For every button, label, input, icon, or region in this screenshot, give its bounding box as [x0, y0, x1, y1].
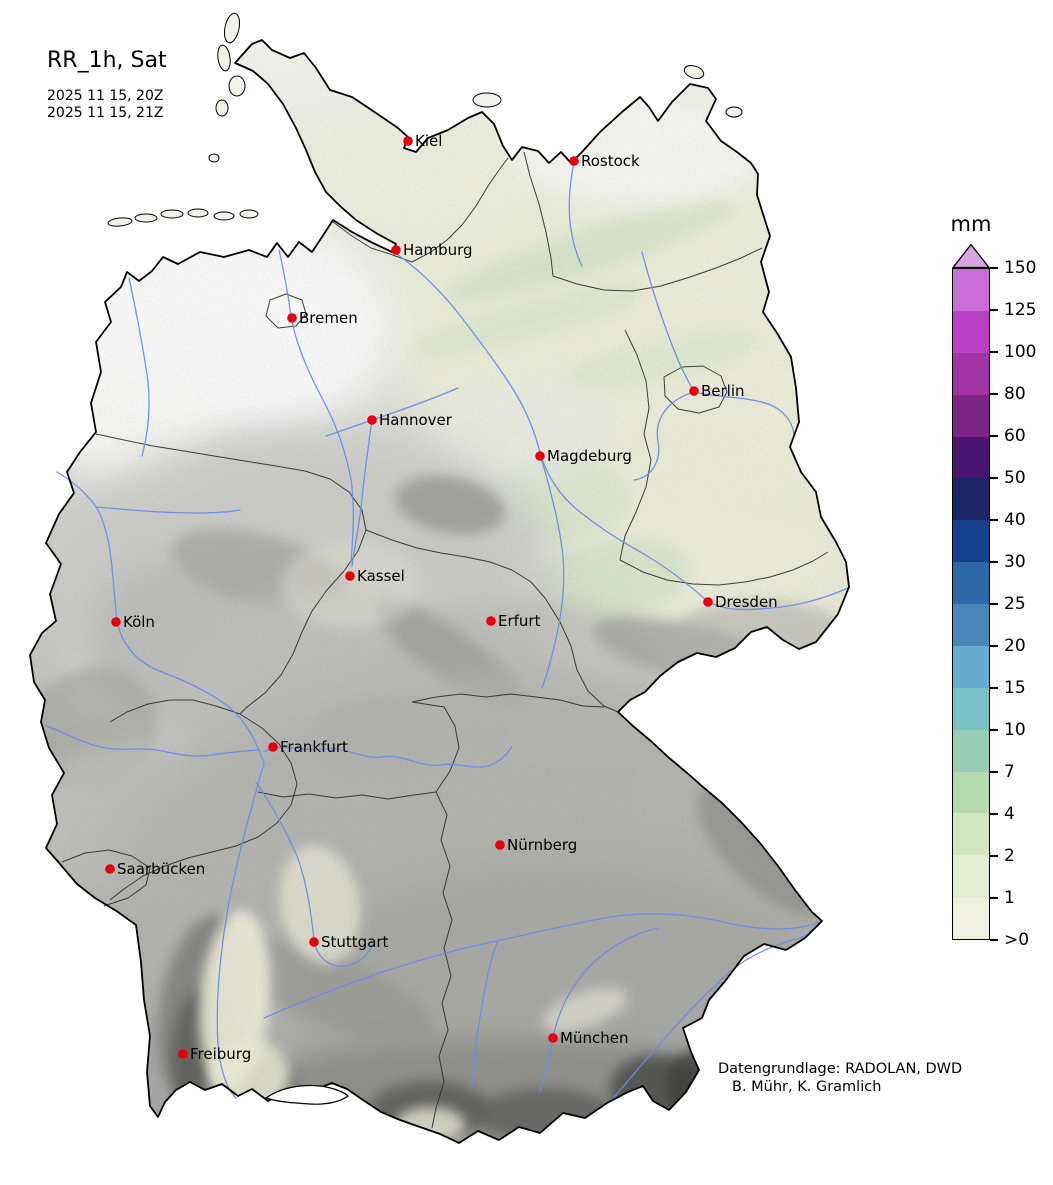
legend-tick-mark	[990, 771, 998, 773]
city-dot	[403, 136, 413, 146]
legend-tick-mark	[990, 267, 998, 269]
attribution: Datengrundlage: RADOLAN, DWD B. Mühr, K.…	[718, 1060, 962, 1096]
city-dot	[486, 616, 496, 626]
city-dot	[548, 1033, 558, 1043]
legend-color-segment	[953, 771, 989, 814]
legend-tick-mark	[990, 309, 998, 311]
legend-tick-label: 2	[1004, 846, 1015, 866]
legend-tick-mark	[990, 477, 998, 479]
legend-color-segment	[953, 604, 989, 646]
city-dot	[495, 840, 505, 850]
legend-color-segment	[953, 352, 989, 395]
legend-tick-mark	[990, 939, 998, 941]
city-dot	[287, 313, 297, 323]
legend-tick-label: 60	[1004, 426, 1026, 446]
map-dates: 2025 11 15, 20Z 2025 11 15, 21Z	[47, 88, 167, 122]
legend-tick-mark	[990, 897, 998, 899]
legend-tick-label: 20	[1004, 636, 1026, 656]
legend-color-segment	[953, 436, 989, 479]
legend-tick-mark	[990, 645, 998, 647]
legend-tick-label: 15	[1004, 678, 1026, 698]
attribution-line1: Datengrundlage: RADOLAN, DWD	[718, 1061, 963, 1077]
legend-color-segment	[953, 687, 989, 730]
legend-tick-label: 25	[1004, 594, 1026, 614]
city-dot	[535, 451, 545, 461]
legend-color-segment	[953, 394, 989, 437]
legend-tick-mark	[990, 351, 998, 353]
lake-bodensee	[264, 1084, 349, 1105]
legend-tick-label: 30	[1004, 552, 1026, 572]
legend-tick-mark	[990, 435, 998, 437]
legend-color-segment	[953, 310, 989, 353]
city-dot	[367, 415, 377, 425]
legend-color-segment	[953, 729, 989, 772]
legend-tick-label: 150	[1004, 258, 1037, 278]
date-start: 2025 11 15, 20Z	[47, 88, 164, 104]
city-dot	[268, 742, 278, 752]
legend-tick-mark	[990, 519, 998, 521]
map-title: RR_1h, Sat	[47, 48, 167, 73]
city-dot	[391, 245, 401, 255]
city-dot	[111, 617, 121, 627]
city-dot	[689, 386, 699, 396]
attribution-line2: B. Mühr, K. Gramlich	[732, 1079, 882, 1095]
legend-color-segment	[953, 562, 989, 604]
state-borders	[61, 151, 829, 1129]
city-dot	[309, 937, 319, 947]
legend-tick-label: 10	[1004, 720, 1026, 740]
legend-color-segment	[953, 269, 989, 311]
legend-color-segment	[953, 855, 989, 898]
legend-tick-label: 125	[1004, 300, 1037, 320]
legend-tick-label: >0	[1004, 930, 1030, 950]
city-dots	[105, 136, 713, 1059]
legend-tick-mark	[990, 561, 998, 563]
legend-tick-mark	[990, 813, 998, 815]
legend-unit-label: mm	[950, 212, 992, 236]
legend-color-segment	[953, 520, 989, 563]
legend-tick-mark	[990, 687, 998, 689]
city-dot	[569, 156, 579, 166]
legend-tick-label: 80	[1004, 384, 1026, 404]
legend-tick-mark	[990, 855, 998, 857]
city-dot	[703, 597, 713, 607]
legend-tick-label: 40	[1004, 510, 1026, 530]
legend-arrow	[952, 243, 990, 268]
legend-color-segment	[953, 813, 989, 856]
country-border	[29, 39, 850, 1144]
legend-tick-mark	[990, 603, 998, 605]
city-dot	[345, 571, 355, 581]
title-block: RR_1h, Sat 2025 11 15, 20Z 2025 11 15, 2…	[47, 48, 167, 122]
legend-tick-mark	[990, 729, 998, 731]
legend-tick-label: 100	[1004, 342, 1037, 362]
rivers	[45, 161, 849, 1101]
legend-color-segment	[953, 478, 989, 521]
legend-bar-segments	[952, 268, 990, 940]
legend-tick-label: 4	[1004, 804, 1015, 824]
legend-color-segment	[953, 897, 989, 939]
legend-color-segment	[953, 645, 989, 688]
city-dot	[105, 864, 115, 874]
legend-tick-label: 7	[1004, 762, 1015, 782]
legend-tick-mark	[990, 393, 998, 395]
islands	[107, 12, 743, 227]
date-end: 2025 11 15, 21Z	[47, 105, 164, 121]
legend-tick-label: 1	[1004, 888, 1015, 908]
legend-tick-label: 50	[1004, 468, 1026, 488]
city-dot	[178, 1049, 188, 1059]
legend-arrow-shape	[952, 243, 990, 268]
